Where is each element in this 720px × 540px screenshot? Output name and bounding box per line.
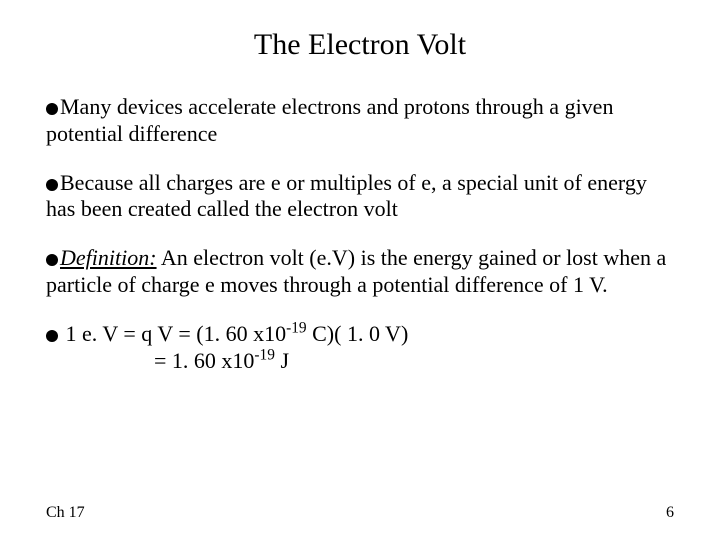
eq2-pre: = 1. 60 x10 — [154, 348, 254, 373]
eq-sup2: -19 — [254, 346, 275, 363]
bullet-icon — [46, 103, 58, 115]
bullet-icon — [46, 179, 58, 191]
footer-right: 6 — [666, 504, 674, 522]
bullet-3-label: Definition: — [60, 245, 157, 270]
footer-left: Ch 17 — [46, 504, 85, 522]
equation-line-2: = 1. 60 x10-19 J — [46, 348, 674, 375]
footer: Ch 17 6 — [46, 504, 674, 522]
bullet-2-text: Because all charges are e or multiples o… — [46, 170, 647, 222]
equation-line-1: 1 e. V = q V = (1. 60 x10-19 C)( 1. 0 V) — [46, 321, 674, 348]
eq-pre: 1 e. V = q V = (1. 60 x10 — [60, 321, 286, 346]
bullet-2: Because all charges are e or multiples o… — [46, 170, 674, 224]
bullet-3: Definition: An electron volt (e.V) is th… — [46, 245, 674, 299]
eq2-post: J — [275, 348, 289, 373]
bullet-1-text: Many devices accelerate electrons and pr… — [46, 94, 613, 146]
slide-title: The Electron Volt — [46, 28, 674, 62]
eq-sup1: -19 — [286, 320, 307, 337]
bullet-icon — [46, 254, 58, 266]
bullet-icon — [46, 330, 58, 342]
eq-mid: C)( 1. 0 V) — [307, 321, 409, 346]
bullet-1: Many devices accelerate electrons and pr… — [46, 94, 674, 148]
bullet-4-equation: 1 e. V = q V = (1. 60 x10-19 C)( 1. 0 V)… — [46, 321, 674, 375]
slide: The Electron Volt Many devices accelerat… — [0, 0, 720, 540]
